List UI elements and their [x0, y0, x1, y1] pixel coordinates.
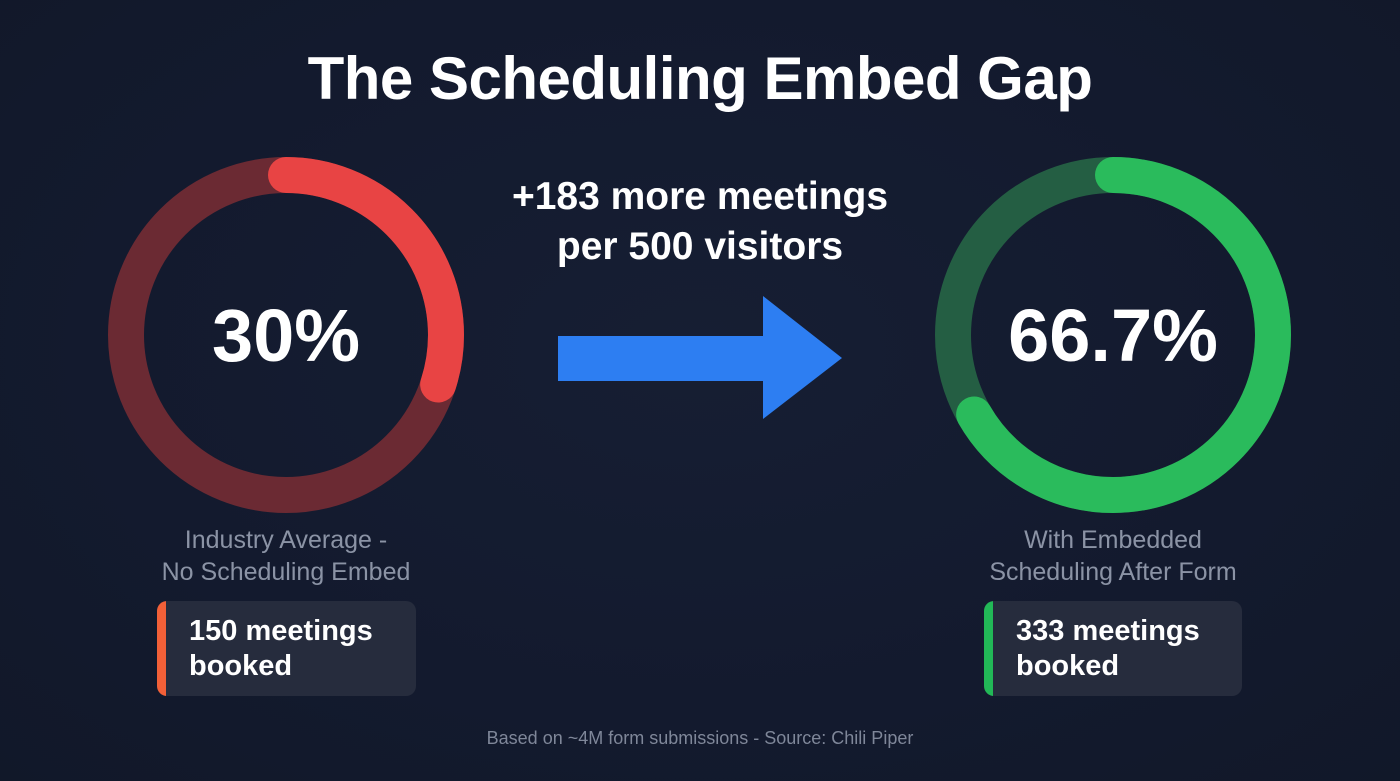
donut-industry-average: 30%	[106, 155, 466, 515]
donut-chart-right	[935, 157, 1291, 513]
caption-line: Scheduling After Form	[989, 558, 1237, 586]
card-accent-bar	[157, 601, 166, 696]
caption-line: No Scheduling Embed	[161, 558, 411, 586]
percent-value: 30%	[211, 293, 361, 377]
right-arrow-icon	[558, 296, 842, 419]
delta-line: +183 more meetings	[511, 175, 889, 218]
meetings-label: booked	[189, 650, 293, 682]
delta-annotation: +183 more meetings per 500 visitors	[400, 172, 1000, 272]
donut-arc-value	[935, 157, 1291, 513]
donut-with-embed: 66.7%	[933, 155, 1293, 515]
donut-arc-value	[108, 157, 464, 513]
meetings-card-left: 150 meetings booked	[157, 601, 416, 696]
percent-value: 66.7%	[1008, 293, 1218, 377]
caption-line: Industry Average -	[184, 526, 388, 554]
caption-with-embed: With Embedded Scheduling After Form	[933, 524, 1293, 588]
delta-line: per 500 visitors	[556, 225, 844, 268]
page-title: The Scheduling Embed Gap	[307, 45, 1093, 112]
meetings-card-right: 333 meetings booked	[984, 601, 1242, 696]
meetings-label: booked	[1016, 650, 1120, 682]
caption-line: With Embedded	[1024, 526, 1202, 554]
meetings-count: 333 meetings	[1016, 615, 1200, 647]
donut-chart-left	[108, 157, 464, 513]
card-text: 333 meetings booked	[1016, 614, 1200, 684]
meetings-count: 150 meetings	[189, 615, 373, 647]
card-accent-bar	[984, 601, 993, 696]
card-text: 150 meetings booked	[189, 614, 373, 684]
caption-industry-average: Industry Average - No Scheduling Embed	[106, 524, 466, 588]
source-footnote: Based on ~4M form submissions - Source: …	[486, 728, 914, 748]
